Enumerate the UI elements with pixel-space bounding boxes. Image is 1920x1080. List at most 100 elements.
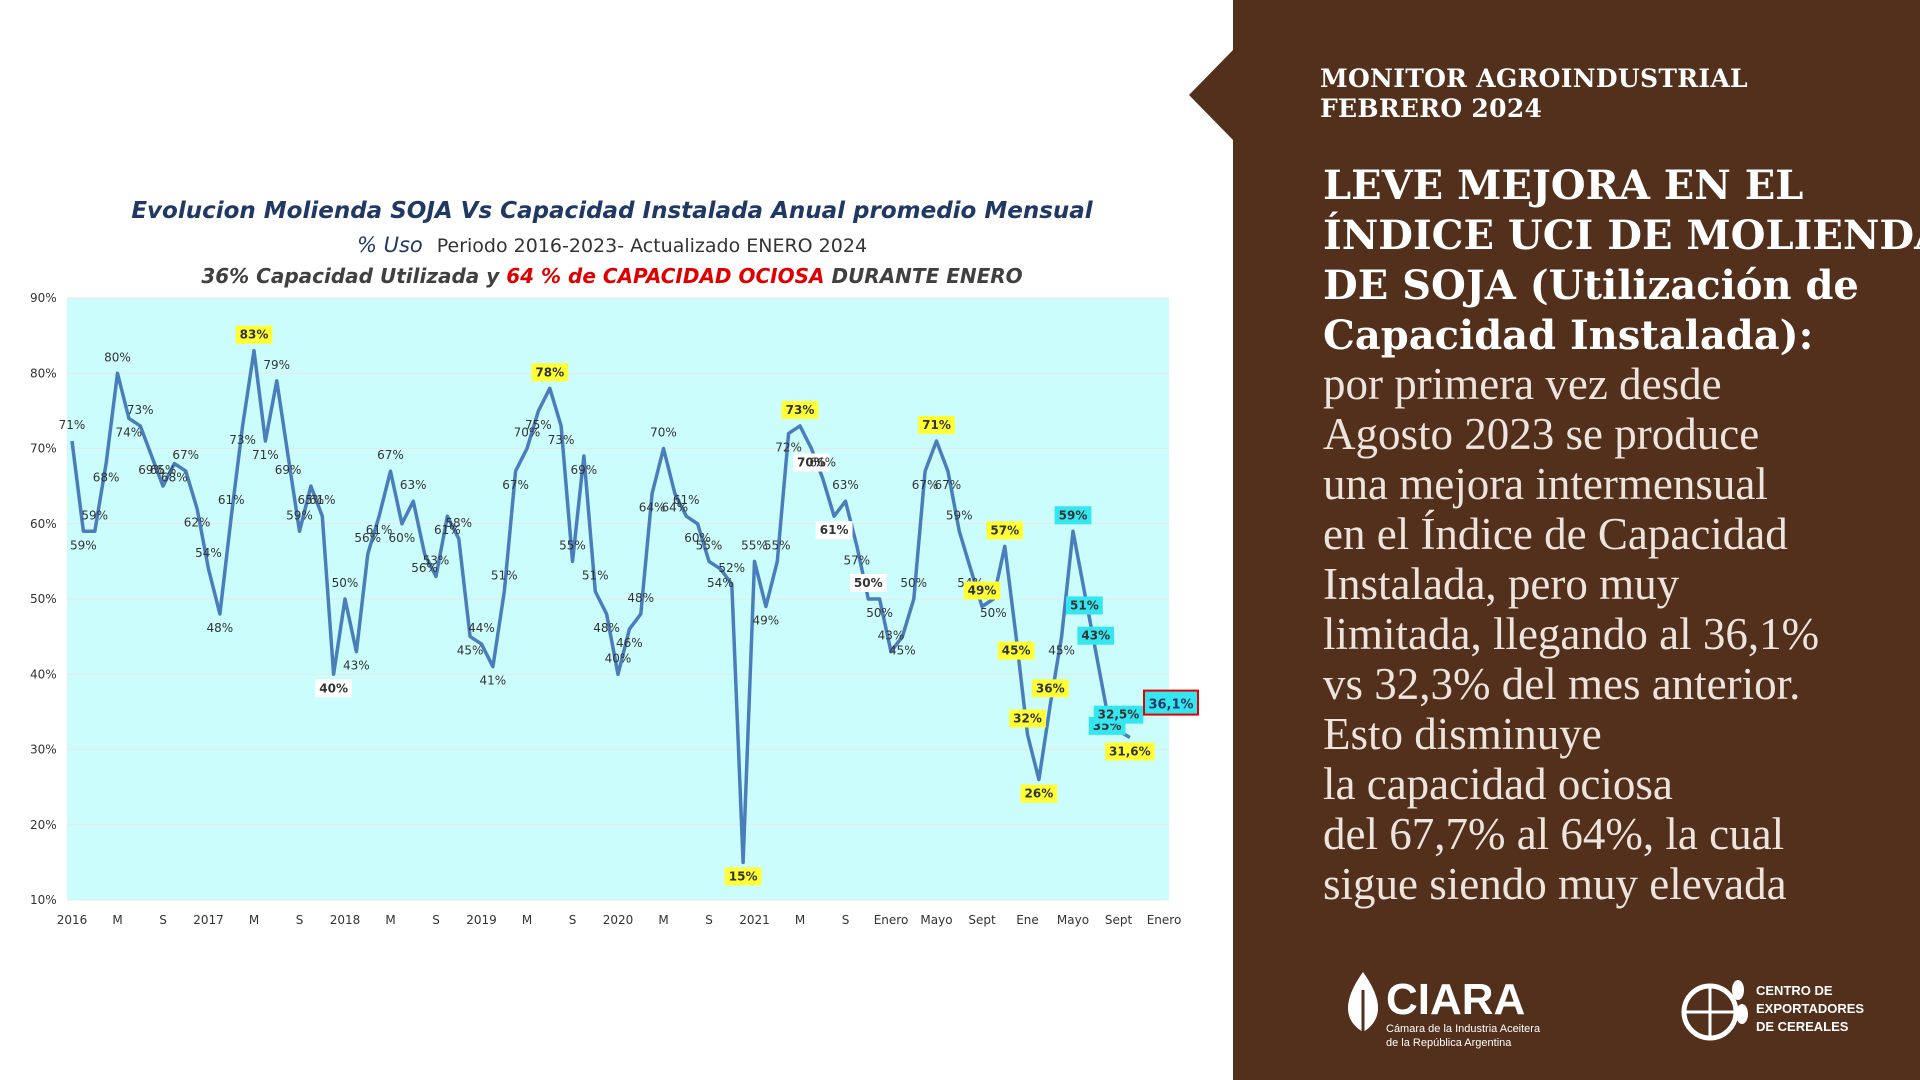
data-label: 48% (207, 621, 234, 635)
data-label: 55% (696, 538, 723, 552)
text-panel: MONITOR AGROINDUSTRIAL FEBRERO 2024 LEVE M… (1233, 0, 1920, 1080)
x-tick-label: M (385, 913, 395, 927)
subtitle-part: DURANTE ENERO (825, 264, 1023, 288)
data-label-group: 59% (286, 508, 313, 522)
data-label: 73% (229, 433, 256, 447)
x-tick-label: 2021 (739, 913, 770, 927)
data-label-group: 36% (1031, 679, 1069, 698)
data-label-group: 53% (423, 553, 450, 567)
x-tick-label: S (432, 913, 440, 927)
data-label: 73% (127, 403, 154, 417)
x-tick-label: S (842, 913, 850, 927)
cec-name: DE CEREALES (1756, 1019, 1849, 1034)
data-label: 71% (922, 418, 951, 432)
data-label: 70% (514, 426, 541, 440)
y-tick-label: 80% (30, 366, 57, 380)
data-label-bg (724, 867, 762, 886)
data-label-bg (986, 521, 1024, 540)
body-line: vs 32,3% del mes anterior. (1323, 659, 1801, 709)
data-label: 62% (184, 516, 211, 530)
data-label-group: 70% (650, 426, 677, 440)
data-label-group: 43% (1077, 626, 1115, 645)
x-tick-label: M (658, 913, 668, 927)
data-label-bg (997, 641, 1035, 660)
data-label-group: 64% (639, 501, 666, 515)
data-label: 55% (559, 538, 586, 552)
x-tick-label: Sept (1105, 913, 1133, 927)
data-label: 50% (900, 576, 927, 590)
body-line: en el Índice de Capacidad (1323, 509, 1788, 559)
x-tick-label: 2020 (603, 913, 634, 927)
data-label: 45% (889, 644, 916, 658)
data-label-group: 45% (1048, 644, 1075, 658)
chart: Evolucion Molienda SOJA Vs Capacidad Ins… (30, 198, 1199, 927)
data-label-group: 41% (480, 674, 507, 688)
data-label: 69% (275, 463, 302, 477)
data-label: 45% (1048, 644, 1075, 658)
x-tick-label: S (569, 913, 577, 927)
cec-name: CENTRO DE (1756, 983, 1833, 998)
data-label-group: 61% (309, 493, 336, 507)
data-label-group: 51% (1066, 596, 1103, 615)
data-label: 26% (1025, 787, 1054, 801)
data-label-group: 70% (793, 453, 830, 472)
data-label-group: 57% (844, 553, 871, 567)
data-label-group: 67% (172, 448, 199, 462)
data-label-group: 56% (411, 561, 438, 575)
data-label: 63% (400, 478, 427, 492)
y-tick-label: 10% (30, 893, 57, 907)
data-label: 78% (535, 365, 564, 379)
data-label-group: 32,5% (1093, 705, 1144, 724)
data-label-bg (793, 453, 830, 472)
data-label: 50% (854, 576, 883, 590)
data-label-group: 79% (263, 358, 290, 372)
data-label: 59% (81, 508, 108, 522)
data-label-group: 60% (389, 531, 416, 545)
data-label-group: 45% (997, 641, 1035, 660)
x-tick-label: Mayo (1057, 913, 1089, 927)
data-label-group: 61% (815, 521, 853, 540)
body-line: Instalada, pero muy (1323, 559, 1680, 609)
data-label: 63% (832, 478, 859, 492)
data-label: 69% (138, 463, 165, 477)
body-line: del 67,7% al 64%, la cual (1323, 809, 1785, 859)
data-label-group: 67% (912, 478, 939, 492)
data-label-bg (1031, 679, 1069, 698)
data-label-group: 50% (332, 576, 359, 590)
data-label-group: 67% (377, 448, 404, 462)
x-tick-label: 2016 (57, 913, 88, 927)
data-label: 46% (616, 636, 643, 650)
data-label-group: 59% (70, 538, 97, 552)
data-label-group: 59% (1054, 506, 1092, 525)
kicker: FEBRERO 2024 (1320, 94, 1543, 123)
data-label-group: 63% (400, 478, 427, 492)
x-tick-label: S (705, 913, 713, 927)
data-label: 15% (729, 869, 758, 883)
data-label-group: 50% (980, 606, 1007, 620)
data-label: 51% (1070, 598, 1099, 612)
data-label-group: 52% (718, 561, 745, 575)
data-label-group: 73% (127, 403, 154, 417)
data-label-group: 83% (235, 325, 273, 344)
data-label-group: 69% (571, 463, 598, 477)
data-label: 48% (627, 591, 654, 605)
data-label-bg (1093, 705, 1144, 724)
kicker: MONITOR AGROINDUSTRIAL (1320, 64, 1748, 93)
data-label: 60% (684, 531, 711, 545)
data-label: 48% (593, 621, 620, 635)
x-tick-label: M (249, 913, 259, 927)
data-label-group: 71% (918, 415, 955, 434)
data-label: 32% (1013, 711, 1042, 725)
data-label: 59% (70, 538, 97, 552)
data-label: 51% (582, 568, 609, 582)
data-label-group: 69% (275, 463, 302, 477)
data-label: 55% (764, 538, 791, 552)
body-line: Agosto 2023 se produce (1323, 409, 1760, 459)
data-label: 40% (605, 651, 632, 665)
data-label: 44% (468, 621, 495, 635)
x-tick-label: M (522, 913, 532, 927)
panel-arrow (1189, 49, 1234, 141)
data-label: 43% (878, 629, 905, 643)
x-tick-label: Enero (874, 913, 909, 927)
x-tick-label: 2017 (193, 913, 224, 927)
